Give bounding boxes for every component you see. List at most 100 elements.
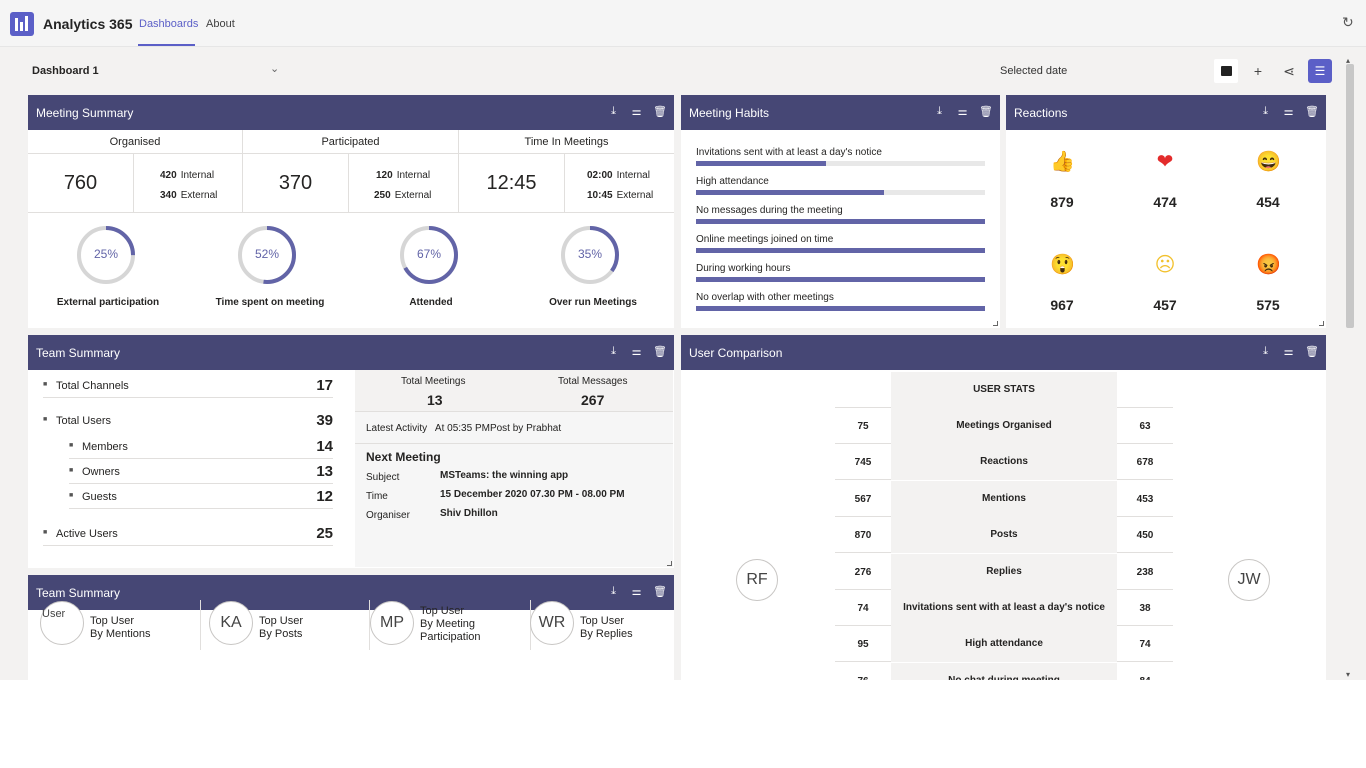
avatar[interactable]: RF [736,559,778,601]
scroll-up-icon[interactable]: ▴ [1346,56,1351,65]
left-user-value: 276 [854,566,872,578]
download-icon[interactable]: ⤓ [937,105,942,117]
right-user-value: 84 [1117,676,1173,680]
external-stat: 10:45 External [587,190,654,201]
download-icon[interactable]: ⤓ [611,105,616,117]
bullet-icon: ■ [69,467,74,474]
list-view-button[interactable]: ☰ [1308,59,1332,83]
progress-ring: 25% [76,225,136,285]
download-icon[interactable]: ⤓ [1263,105,1268,117]
meeting-habits-panel: Meeting Habits ⤓ ⚌ 🗑 Invitations sent with… [681,95,1000,328]
habit-bar [696,219,985,224]
right-user-value: 450 [1136,530,1154,542]
avatar[interactable]: JW [1228,559,1270,601]
delete-icon[interactable]: 🗑 [979,106,993,118]
table-row: 870 Posts 450 [835,517,1173,554]
list-item-label: Members [82,441,128,453]
table-row: 74 Invitations sent with at least a day's… [835,590,1173,626]
top-user-label: Top User By Mentions [90,615,151,641]
delete-icon[interactable]: 🗑 [1305,106,1319,118]
selected-date-label[interactable]: Selected date [1000,65,1068,77]
app-root: Analytics 365 Dashboards About ↻ Dashboa… [0,0,1366,680]
download-icon[interactable]: ⤓ [1263,345,1268,357]
delete-icon[interactable]: 🗑 [653,346,667,358]
latest-activity: Latest Activity At 05:35 PMPost by Prabh… [366,423,562,434]
share-button[interactable]: ⋖ [1277,59,1301,83]
top-user-label: Top User By Meeting Participation [420,605,481,644]
resize-handle[interactable] [1319,321,1324,326]
download-icon[interactable]: ⤓ [611,585,616,597]
habit-bar [696,248,985,253]
table-header-row: USER STATS [835,372,1173,408]
delete-icon[interactable]: 🗑 [1305,346,1319,358]
list-item-label: Total Users [56,415,112,427]
column-header: Time In Meetings [459,130,674,154]
resize-handle[interactable] [993,321,998,326]
settings-sliders-icon[interactable]: ⚌ [631,106,642,118]
tab-dashboards[interactable]: Dashboards [139,18,199,30]
settings-sliders-icon[interactable]: ⚌ [1283,346,1294,358]
active-tab-indicator [138,44,195,46]
habit-bar-fill [696,306,985,311]
table-row: 745 Reactions 678 [835,444,1173,481]
delete-icon[interactable]: 🗑 [653,106,667,118]
column-header: Organised [28,130,242,154]
avatar[interactable]: KA [209,601,253,645]
user-comparison-panel: User Comparison ⤓ ⚌ 🗑 USER STATS 75 Meeting… [681,335,1326,680]
habit-bar [696,190,985,195]
top-user-line: Top User [420,605,465,617]
left-user-value: 76 [835,676,891,680]
calendar-icon [1220,66,1232,76]
list-item: ■ Active Users 25 [43,524,333,546]
avatar[interactable]: MP [370,601,414,645]
avatar[interactable]: WR [530,601,574,645]
internal-stat: 120 Internal [376,170,431,181]
scroll-down-icon[interactable]: ▾ [1346,670,1351,679]
delete-icon[interactable]: 🗑 [653,586,667,598]
internal-stat: 420 Internal [160,170,215,181]
settings-sliders-icon[interactable]: ⚌ [631,586,642,598]
calendar-button[interactable] [1214,59,1238,83]
ring-percent: 67% [416,247,442,261]
habit-bar-fill [696,219,985,224]
panel-title: Team Summary [36,586,121,600]
reaction-count: 879 [1050,194,1074,210]
left-user-value: 745 [854,457,872,469]
habit-label: Invitations sent with at least a day's n… [696,147,882,158]
list-item-value: 25 [316,525,333,542]
list-item: ■ Owners 13 [69,462,333,484]
add-button[interactable]: + [1246,59,1270,83]
habit-label: High attendance [696,176,769,187]
resize-handle[interactable] [667,561,672,566]
ring-percent: 35% [577,247,603,261]
tab-about[interactable]: About [206,18,235,30]
time-value: 15 December 2020 07.30 PM - 08.00 PM [440,489,625,500]
settings-sliders-icon[interactable]: ⚌ [1283,106,1294,118]
list-item-value: 14 [316,438,333,455]
avatar[interactable]: User [40,601,84,645]
stat-name: Posts [891,517,1117,554]
list-icon: ☰ [1314,64,1326,78]
total-messages-value: 267 [581,392,605,408]
ring-label: Attended [409,297,453,308]
refresh-icon[interactable]: ↻ [1342,14,1354,30]
download-icon[interactable]: ⤓ [611,345,616,357]
internal-stat: 02:00 Internal [587,170,650,181]
top-bar: Analytics 365 Dashboards About ↻ [0,0,1366,47]
dashboard-selector[interactable]: Dashboard 1 [32,65,99,77]
settings-sliders-icon[interactable]: ⚌ [631,346,642,358]
top-user-line: By Replies [580,628,633,640]
app-title: Analytics 365 [43,16,133,32]
surprised-face-icon: 😲 [1050,254,1075,276]
column-header: Participated [243,130,458,154]
top-user-line: Top User [259,615,304,627]
plus-icon: + [1253,63,1263,79]
list-item: ■ Total Users 39 [43,411,333,433]
chevron-down-icon[interactable]: ⌄ [270,63,280,75]
organiser-value: Shiv Dhillon [440,508,498,519]
settings-sliders-icon[interactable]: ⚌ [957,106,968,118]
scrollbar[interactable] [1346,64,1354,328]
top-user-line: By Meeting [420,618,476,630]
sad-face-icon: ☹ [1154,254,1176,276]
left-user-value: 95 [857,639,869,651]
